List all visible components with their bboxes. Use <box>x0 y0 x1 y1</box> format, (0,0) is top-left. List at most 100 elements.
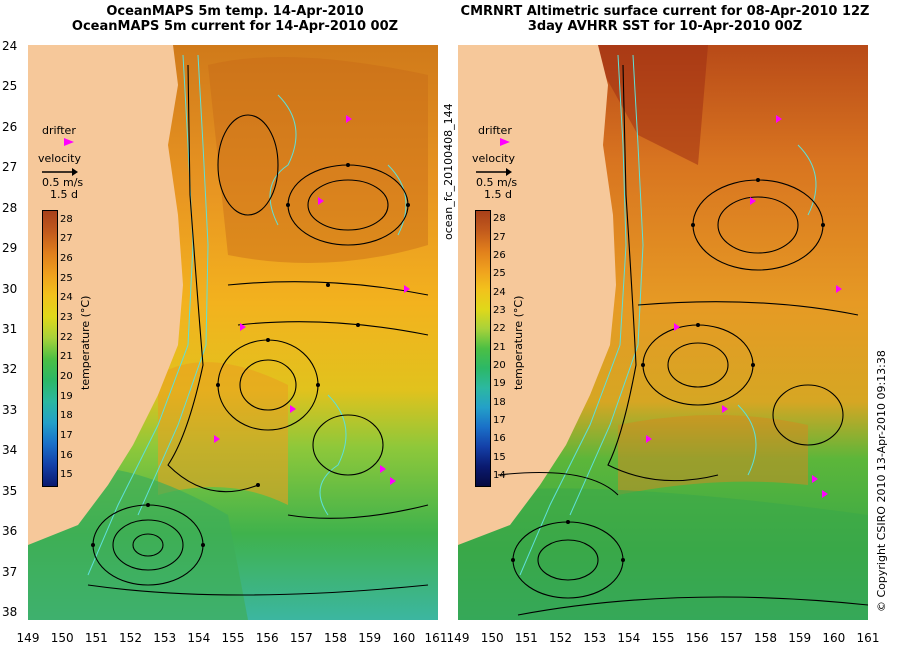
lon-tick-label-left: 160 <box>392 631 416 645</box>
lat-tick-label: 37 <box>2 564 18 579</box>
lat-tick-label: 27 <box>2 160 18 175</box>
lon-tick-label-left: 157 <box>289 631 313 645</box>
colorbar-tick-label: 15 <box>60 469 73 481</box>
right-legend-speed: 0.5 m/s <box>476 176 518 189</box>
lat-tick-label: 24 <box>2 39 18 53</box>
left-legend-speed: 0.5 m/s <box>42 176 84 189</box>
australia-coastline-land <box>28 45 183 545</box>
lon-tick-label-left: 158 <box>324 631 347 645</box>
colorbar-tick-label: 17 <box>60 429 73 441</box>
left-legend-drifter: drifter <box>42 124 76 137</box>
lon-tick-label-left: 156 <box>255 631 279 645</box>
lat-tick-label: 29 <box>2 241 18 256</box>
file-identifier: ocean_fc_20100408_144 <box>442 103 455 240</box>
right-legend-duration: 1.5 d <box>484 188 512 201</box>
lon-tick-label-left: 155 <box>221 631 245 645</box>
colorbar-tick-label: 23 <box>60 312 73 324</box>
lon-tick-label-right: 149 <box>446 631 470 645</box>
lon-tick-label-right: 161 <box>856 631 880 645</box>
drifter-markers-right <box>646 115 842 498</box>
left-colorbar-title: temperature (°C) <box>79 295 92 390</box>
colorbar-tick-label: 22 <box>60 331 73 343</box>
colorbar-tick-label: 14 <box>493 469 506 481</box>
colorbar-tick-label: 28 <box>493 213 506 225</box>
right-legend-drifter: drifter <box>478 124 512 137</box>
right-title-line1: CMRNRT Altimetric surface current for 08… <box>460 4 870 19</box>
lon-tick-label-right: 159 <box>788 631 812 645</box>
colorbar-tick-label: 25 <box>493 268 506 280</box>
right-title-line2: 3day AVHRR SST for 10-Apr-2010 00Z <box>527 19 803 34</box>
lon-tick-label-right: 150 <box>480 631 504 645</box>
lon-tick-label-left: 149 <box>16 631 40 645</box>
colorbar-tick-label: 19 <box>493 378 506 390</box>
lat-tick-label: 35 <box>2 483 18 498</box>
lon-tick-label-left: 154 <box>187 631 211 645</box>
left-legend-velocity: velocity <box>38 152 81 165</box>
colorbar-tick-label: 21 <box>493 341 506 353</box>
left-map-svg <box>28 45 438 620</box>
colorbar-tick-label: 21 <box>60 351 73 363</box>
current-arrowheads <box>91 163 410 547</box>
lon-tick-label-left: 151 <box>84 631 108 645</box>
left-temperature-colorbar <box>42 210 58 487</box>
lat-tick-label: 34 <box>2 443 18 458</box>
australia-coastline-land-right <box>458 45 616 545</box>
lon-tick-label-right: 153 <box>583 631 607 645</box>
right-map-panel <box>458 45 868 620</box>
lon-tick-label-right: 156 <box>685 631 709 645</box>
right-panel-title: CMRNRT Altimetric surface current for 08… <box>455 4 875 34</box>
lon-tick-label-right: 151 <box>514 631 538 645</box>
lat-tick-label: 28 <box>2 200 18 215</box>
colorbar-tick-label: 26 <box>60 253 73 265</box>
lon-tick-label-right: 154 <box>617 631 641 645</box>
lon-tick-label-right: 158 <box>754 631 777 645</box>
left-drifter-icon <box>64 138 74 146</box>
lat-tick-label: 26 <box>2 119 18 134</box>
left-title-line1: OceanMAPS 5m temp. 14-Apr-2010 <box>106 4 364 19</box>
lat-tick-label: 30 <box>2 281 18 296</box>
warm-core-eddy <box>158 362 288 505</box>
hot-coastal-water <box>588 45 708 165</box>
colorbar-tick-label: 26 <box>493 249 506 261</box>
left-panel-title: OceanMAPS 5m temp. 14-Apr-2010 OceanMAPS… <box>40 4 430 34</box>
lon-tick-label-left: 161 <box>424 631 448 645</box>
colorbar-tick-label: 15 <box>493 451 506 463</box>
right-map-svg <box>458 45 868 620</box>
cool-sst-region <box>458 488 868 620</box>
lon-tick-label-left: 153 <box>153 631 177 645</box>
colorbar-tick-label: 22 <box>493 323 506 335</box>
colorbar-tick-label: 24 <box>493 286 506 298</box>
bathymetry-contours <box>87 54 407 576</box>
copyright-notice: © Copyright CSIRO 2010 13-Apr-2010 09:13… <box>875 350 888 612</box>
lon-tick-label-left: 150 <box>50 631 74 645</box>
lat-tick-label: 32 <box>2 362 18 377</box>
colorbar-tick-label: 17 <box>493 414 506 426</box>
lat-tick-label: 31 <box>2 322 18 336</box>
colorbar-tick-label: 23 <box>493 304 506 316</box>
warm-eddy <box>618 415 808 495</box>
colorbar-tick-label: 28 <box>60 213 73 225</box>
colorbar-tick-label: 24 <box>60 292 73 304</box>
lat-tick-label: 36 <box>2 524 18 539</box>
colorbar-tick-label: 27 <box>60 233 73 245</box>
colorbar-tick-label: 19 <box>60 390 73 402</box>
lat-tick-label: 38 <box>2 605 18 619</box>
drifter-markers <box>214 115 410 485</box>
lat-tick-label: 33 <box>2 402 18 417</box>
colorbar-tick-label: 18 <box>60 410 73 422</box>
lon-tick-label-right: 152 <box>549 631 572 645</box>
colorbar-tick-label: 27 <box>493 231 506 243</box>
lat-tick-label: 25 <box>2 79 18 94</box>
right-legend-velocity: velocity <box>472 152 515 165</box>
left-legend-duration: 1.5 d <box>50 188 78 201</box>
altimetric-arrowheads <box>511 178 825 562</box>
colorbar-tick-label: 18 <box>493 396 506 408</box>
right-temperature-colorbar <box>475 210 491 487</box>
lon-tick-label-left: 159 <box>358 631 382 645</box>
lon-tick-label-right: 157 <box>719 631 743 645</box>
bathymetry-contours-right <box>519 54 817 576</box>
lon-tick-label-right: 160 <box>822 631 846 645</box>
left-title-line2: OceanMAPS 5m current for 14-Apr-2010 00Z <box>71 19 399 34</box>
right-velocity-arrow-icon <box>476 168 512 176</box>
lon-tick-label-left: 152 <box>119 631 142 645</box>
